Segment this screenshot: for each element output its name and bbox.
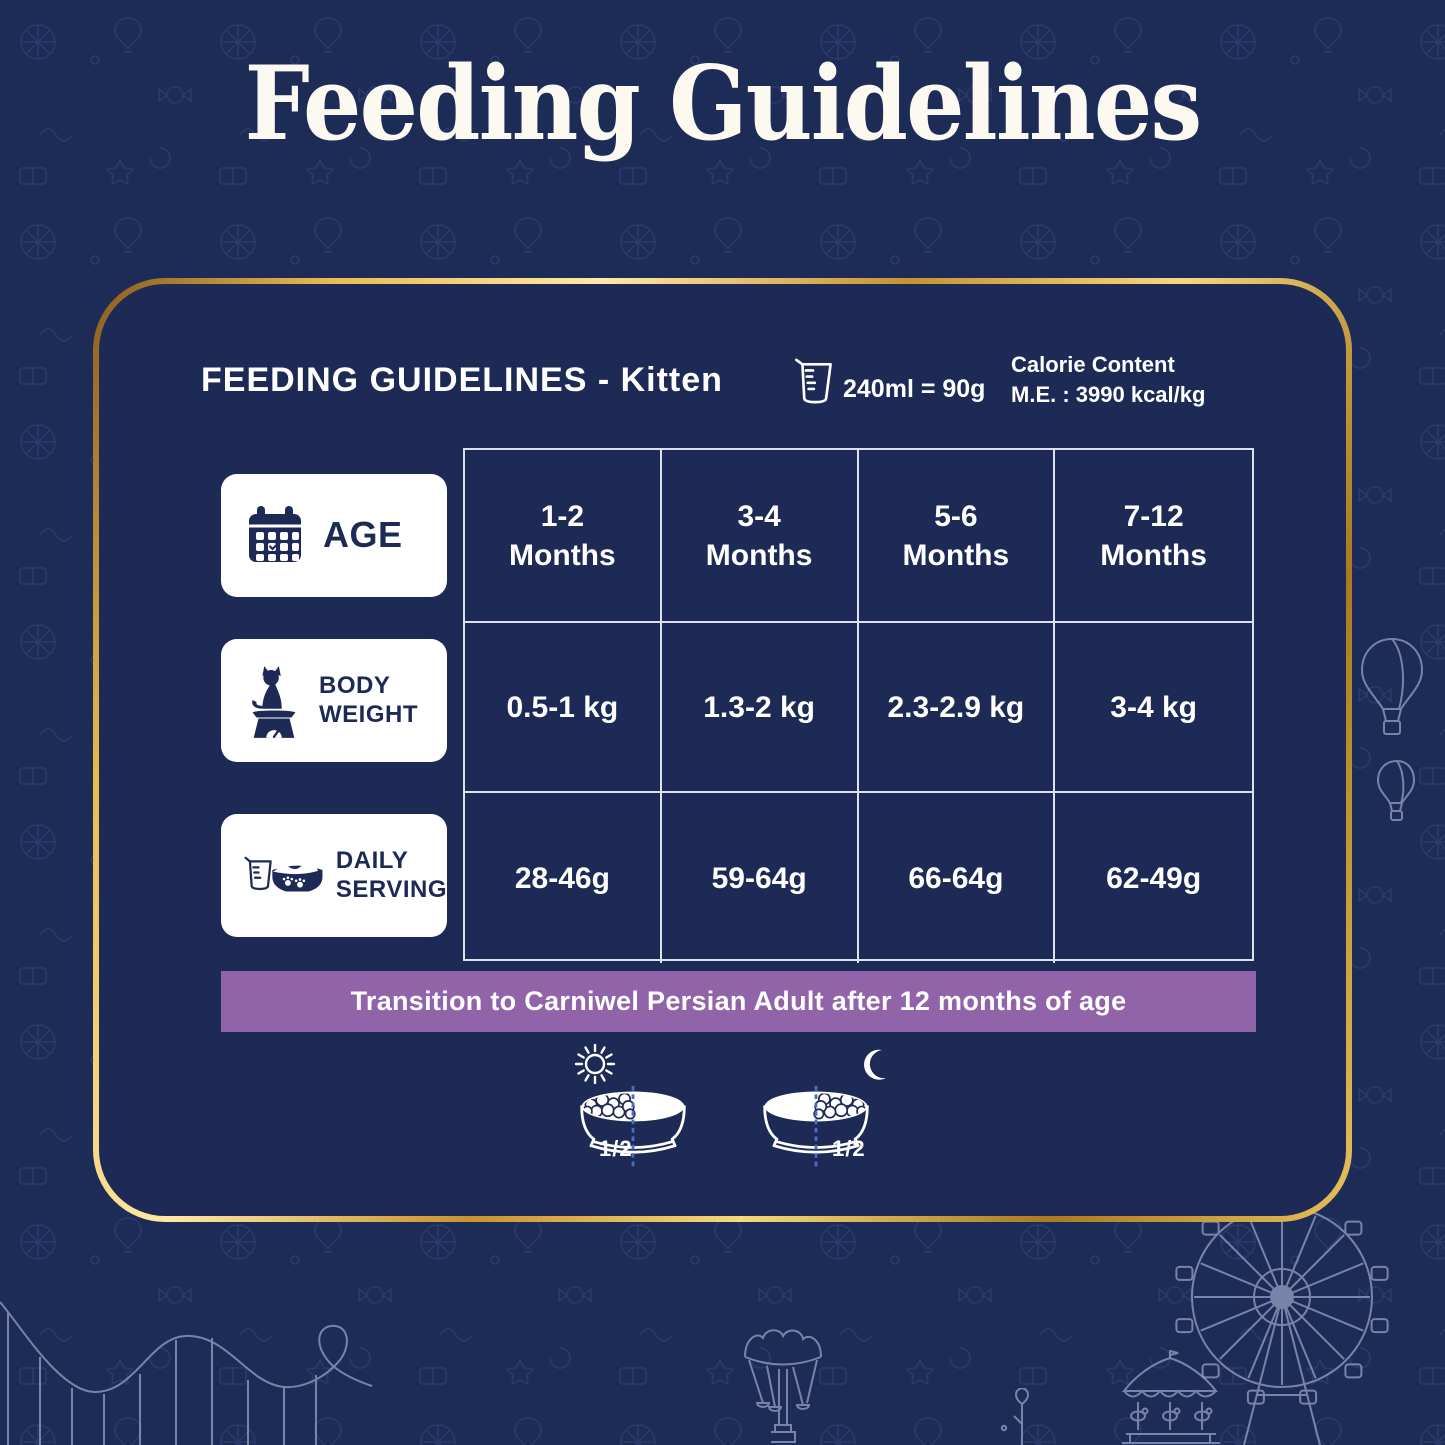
carousel-icon <box>1121 1350 1220 1444</box>
plant-icon <box>1000 1388 1029 1445</box>
age-cell: 3-4 Months <box>661 450 859 623</box>
food-bowl-half-night <box>763 1085 869 1170</box>
roller-coaster-icon <box>0 1301 373 1445</box>
measure-equivalence: 240ml = 90g <box>791 356 985 406</box>
row-label-daily-serving: DAILY SERVING <box>221 814 447 937</box>
night-fraction: 1/2 <box>832 1136 866 1161</box>
night-portion: 1/2 <box>744 1038 904 1188</box>
daily-serving-cell: 59-64g <box>662 793 859 963</box>
cat-on-scale-icon <box>252 665 296 738</box>
row-label-age: AGE <box>221 474 447 597</box>
swing-ride-icon <box>744 1329 822 1443</box>
row-label-body-weight: BODY WEIGHT <box>221 639 447 762</box>
body-weight-cell: 2.3-2.9 kg <box>858 623 1056 793</box>
measuring-cup-icon <box>794 358 832 404</box>
age-cell: 1-2 Months <box>465 450 662 623</box>
daily-serving-cell: 66-64g <box>859 793 1056 963</box>
guidelines-card: FEEDING GUIDELINES - Kitten 240ml = 90g … <box>93 278 1352 1222</box>
page-title: Feeding Guidelines <box>244 44 1203 164</box>
day-fraction: 1/2 <box>599 1136 633 1161</box>
calorie-line2: M.E. : 3990 kcal/kg <box>1011 382 1206 407</box>
row-label-body-weight-text: BODY WEIGHT <box>319 672 418 728</box>
guidelines-card-inner: FEEDING GUIDELINES - Kitten 240ml = 90g … <box>99 284 1346 1216</box>
calorie-content: Calorie Content M.E. : 3990 kcal/kg <box>1011 350 1205 410</box>
body-weight-cell: 1.3-2 kg <box>661 623 859 793</box>
feeding-table: 1-2 Months 3-4 Months 5-6 Months 7-12 Mo… <box>463 448 1254 963</box>
body-weight-cell: 3-4 kg <box>1055 623 1252 793</box>
calorie-line1: Calorie Content <box>1011 352 1175 377</box>
daily-serving-cell: 62-49g <box>1106 861 1202 895</box>
age-cell: 7-12 Months <box>1055 450 1252 623</box>
row-label-daily-serving-text: DAILY SERVING <box>335 847 447 903</box>
food-bowl-icon <box>244 856 323 892</box>
card-heading: FEEDING GUIDELINES - Kitten <box>201 361 723 399</box>
row-label-age-text: AGE <box>323 514 403 556</box>
body-weight-cell: 0.5-1 kg <box>465 623 662 793</box>
calendar-icon <box>249 505 301 562</box>
age-cell: 5-6 Months <box>858 450 1056 623</box>
measure-label: 240ml = 90g <box>843 375 986 403</box>
sun-icon <box>574 1043 616 1085</box>
daily-serving-cell: 28-46g <box>465 793 662 963</box>
day-portion: 1/2 <box>561 1038 721 1188</box>
transition-banner: Transition to Carniwel Persian Adult aft… <box>221 971 1256 1032</box>
moon-icon <box>864 1049 886 1080</box>
hot-air-balloon-icon <box>1360 637 1424 821</box>
food-bowl-half-day <box>580 1085 686 1170</box>
